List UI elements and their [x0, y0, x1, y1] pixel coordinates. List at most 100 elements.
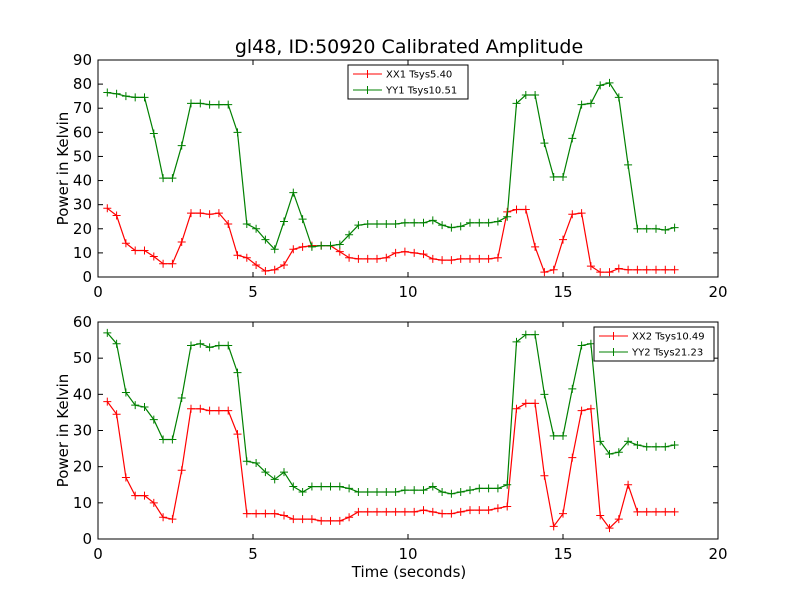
data-point-marker — [447, 223, 456, 232]
x-tick-label: 20 — [708, 283, 727, 301]
data-point-marker — [614, 93, 623, 102]
data-point-marker — [633, 224, 642, 233]
data-point-marker — [289, 482, 298, 491]
data-point-marker — [354, 254, 363, 263]
data-point-marker — [382, 507, 391, 516]
data-point-marker — [270, 475, 279, 484]
x-tick-label: 15 — [553, 283, 572, 301]
data-point-marker — [466, 254, 474, 263]
data-point-marker — [531, 399, 540, 408]
data-point-marker — [410, 507, 419, 516]
data-point-marker — [549, 172, 558, 181]
data-point-marker — [261, 266, 270, 275]
data-point-marker — [428, 254, 437, 263]
data-point-marker — [586, 262, 595, 271]
data-point-marker — [661, 225, 670, 234]
bottom-plot-legend-yy2-label: YY2 Tsys21.23 — [631, 348, 703, 359]
data-point-marker — [242, 253, 251, 262]
data-point-marker — [205, 100, 214, 109]
top-plot-axes: 0 5 10 15 20 0 10 20 30 40 50 60 70 80 90 — [73, 51, 728, 301]
data-point-marker — [335, 240, 344, 249]
data-point-marker — [466, 506, 474, 515]
data-point-marker — [456, 507, 465, 516]
data-point-marker — [382, 219, 391, 228]
data-point-marker — [326, 241, 335, 250]
data-point-marker — [652, 442, 660, 451]
y-tick-label: 20 — [73, 458, 92, 476]
y-tick-label: 0 — [82, 530, 92, 548]
data-point-marker — [428, 507, 437, 516]
data-point-marker — [493, 253, 502, 262]
data-point-marker — [261, 468, 270, 477]
data-point-marker — [103, 397, 112, 406]
data-point-marker — [187, 404, 195, 413]
x-tick-label: 5 — [248, 545, 258, 563]
data-point-marker — [605, 268, 614, 277]
data-point-marker — [512, 205, 521, 214]
data-point-marker — [345, 484, 354, 493]
data-point-marker — [233, 251, 242, 260]
data-point-marker — [214, 341, 223, 350]
data-point-marker — [280, 468, 288, 477]
data-point-marker — [559, 172, 567, 181]
y-tick-label: 70 — [73, 99, 92, 117]
data-point-marker — [661, 265, 670, 274]
data-point-marker — [503, 480, 512, 489]
data-point-marker — [568, 210, 577, 219]
data-point-marker — [112, 339, 121, 348]
data-point-marker — [633, 265, 642, 274]
data-point-marker — [391, 507, 400, 516]
data-point-marker — [289, 245, 298, 254]
data-point-marker — [531, 330, 540, 339]
data-point-marker — [307, 515, 316, 524]
data-point-marker — [177, 393, 186, 402]
data-point-marker — [549, 522, 558, 531]
data-point-marker — [149, 415, 158, 424]
data-point-marker — [438, 487, 447, 496]
data-point-marker — [233, 128, 242, 137]
data-point-marker — [233, 430, 242, 439]
data-point-marker — [400, 507, 409, 516]
y-tick-label: 10 — [73, 244, 92, 262]
data-point-marker — [196, 99, 205, 108]
data-point-marker — [103, 88, 112, 97]
data-point-marker — [363, 487, 372, 496]
data-point-marker — [261, 509, 270, 518]
data-point-marker — [252, 459, 261, 468]
data-point-marker — [419, 218, 428, 227]
data-point-marker — [568, 453, 577, 462]
data-point-marker — [112, 89, 121, 98]
data-point-marker — [149, 252, 158, 261]
data-point-marker — [577, 406, 586, 415]
data-point-marker — [521, 205, 530, 214]
data-point-marker — [233, 368, 242, 377]
data-point-marker — [652, 224, 660, 233]
data-point-marker — [540, 268, 549, 277]
data-point-marker — [447, 256, 456, 265]
data-point-marker — [140, 246, 149, 255]
y-tick-label: 90 — [73, 51, 92, 69]
data-point-marker — [214, 209, 223, 218]
data-point-marker — [196, 404, 205, 413]
data-point-marker — [326, 516, 335, 525]
data-point-marker — [131, 491, 140, 500]
data-point-marker — [298, 215, 307, 224]
top-plot-legend: XX1 Tsys5.40 YY1 Tsys10.51 — [347, 64, 469, 100]
data-point-marker — [456, 222, 465, 231]
data-point-marker — [531, 90, 540, 99]
data-point-marker — [624, 265, 633, 274]
data-point-marker — [307, 242, 316, 251]
data-point-marker — [521, 330, 530, 339]
data-point-marker — [252, 260, 261, 269]
data-point-marker — [596, 81, 605, 90]
data-point-marker — [103, 328, 112, 337]
data-point-marker — [614, 515, 623, 524]
data-point-marker — [540, 471, 549, 480]
data-point-marker — [475, 254, 484, 263]
data-point-marker — [605, 524, 614, 533]
data-point-marker — [187, 99, 195, 108]
data-point-marker — [168, 174, 177, 183]
x-tick-label: 5 — [248, 283, 258, 301]
data-point-marker — [131, 401, 140, 410]
data-point-marker — [177, 466, 186, 475]
